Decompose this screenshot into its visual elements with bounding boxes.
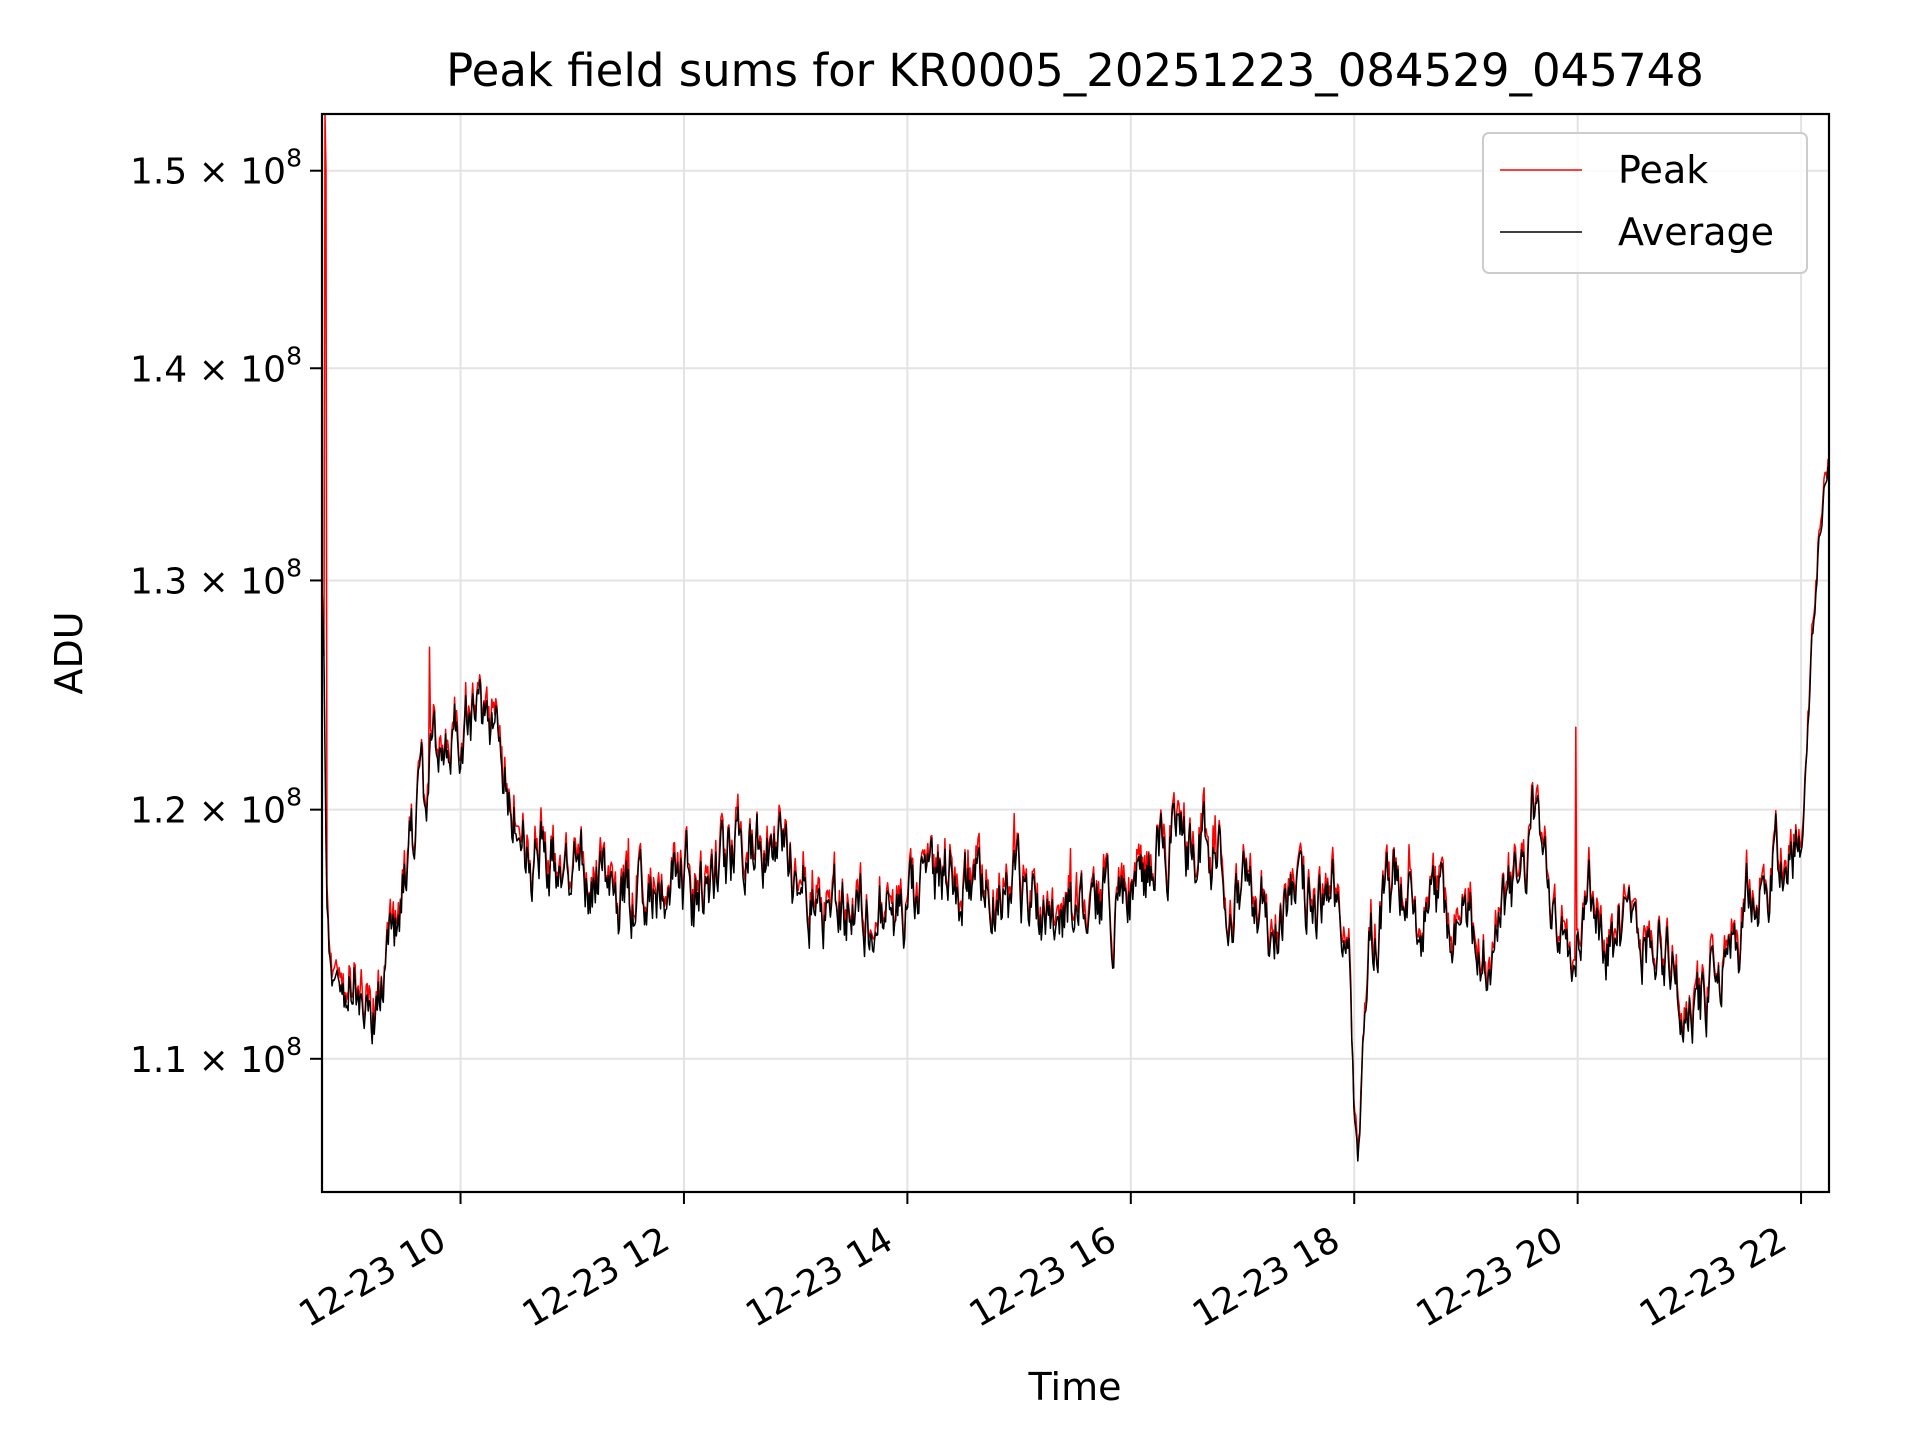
y-tick-label: 1.4 × 108: [130, 341, 302, 390]
y-tick-times: ×: [187, 791, 240, 832]
y-tick-times: ×: [187, 152, 240, 193]
y-tick-label-part: 8: [286, 553, 302, 582]
y-tick-label-part: 10: [240, 349, 286, 390]
y-tick-label-part: 8: [286, 783, 302, 812]
plot-lines: [321, 113, 1830, 1162]
y-tick-times: ×: [187, 561, 240, 602]
plot-frame: [320, 112, 1831, 1194]
y-tick-label: 1.2 × 108: [130, 783, 302, 832]
x-axis-title: Time: [1028, 1365, 1122, 1409]
grid: [322, 114, 1829, 1192]
legend-average-label: Average: [1618, 210, 1774, 254]
y-tick-label-part: 10: [240, 791, 286, 832]
y-tick-label-part: 10: [240, 152, 286, 193]
y-tick-label: 1.5 × 108: [130, 144, 302, 193]
y-tick-label-part: 1.1: [130, 1040, 187, 1081]
legend-peak-label: Peak: [1618, 148, 1708, 192]
y-tick-times: ×: [187, 1040, 240, 1081]
y-tick-label-part: 8: [286, 144, 302, 173]
chart-title: Peak field sums for KR0005_20251223_0845…: [446, 44, 1704, 97]
y-tick-label-part: 10: [240, 561, 286, 602]
legend: Peak Average: [1482, 132, 1808, 274]
y-tick-times: ×: [187, 349, 240, 390]
y-tick-label: 1.1 × 108: [130, 1032, 302, 1081]
y-tick-label-part: 1.4: [130, 349, 187, 390]
y-axis-title: ADU: [47, 611, 91, 694]
y-tick-label-part: 8: [286, 341, 302, 370]
y-tick-label-part: 1.2: [130, 791, 187, 832]
legend-box: [1482, 132, 1808, 274]
series-line-average: [321, 466, 1830, 1162]
y-tick-label-part: 8: [286, 1032, 302, 1061]
y-tick-label-part: 1.5: [130, 152, 187, 193]
y-tick-label-part: 1.3: [130, 561, 187, 602]
y-tick-label: 1.3 × 108: [130, 553, 302, 602]
y-tick-label-part: 10: [240, 1040, 286, 1081]
